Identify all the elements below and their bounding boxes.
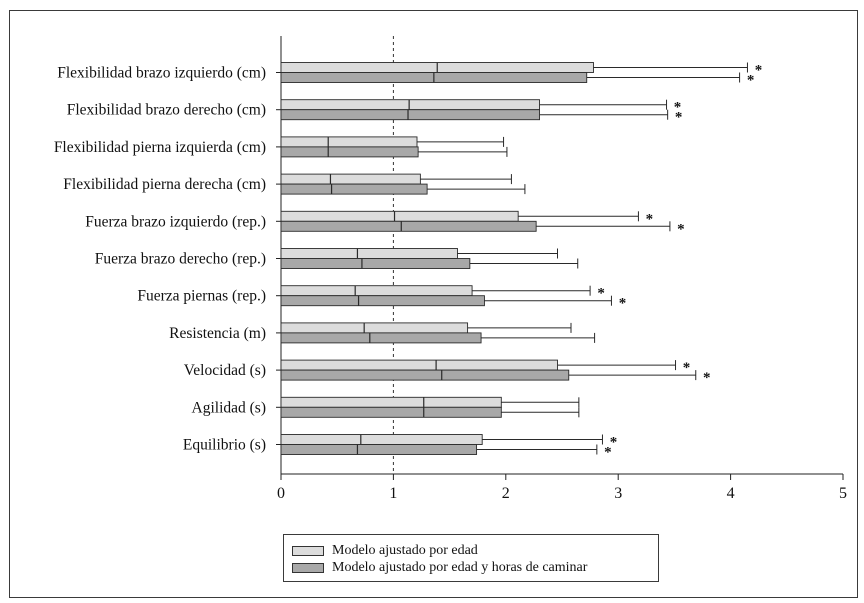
bars: ************ <box>280 62 763 461</box>
category-labels: Flexibilidad brazo izquierdo (cm) Flexibi… <box>54 65 266 454</box>
category-label: Fuerza brazo izquierdo (rep.) <box>85 213 266 230</box>
bar <box>280 248 458 259</box>
x-tick-label: 0 <box>277 485 285 502</box>
category-label: Flexibilidad pierna izquierda (cm) <box>54 139 266 156</box>
bar <box>280 285 473 297</box>
bar <box>280 258 471 269</box>
category-label: Velocidad (s) <box>184 362 266 379</box>
significance-marker: * <box>703 370 711 386</box>
significance-marker: * <box>683 360 691 376</box>
bar <box>280 396 502 408</box>
legend: Modelo ajustado por edad Modelo ajustado… <box>283 534 659 582</box>
category-label: Flexibilidad pierna derecha (cm) <box>63 176 266 193</box>
significance-marker: * <box>747 73 755 89</box>
category-label: Fuerza piernas (rep.) <box>137 288 266 305</box>
legend-label-age: Modelo ajustado por edad <box>332 543 478 558</box>
legend-swatch-age <box>292 546 324 556</box>
bar <box>280 109 540 121</box>
bar <box>280 295 485 307</box>
significance-marker: * <box>675 110 683 126</box>
category-label: Fuerza brazo derecho (rep.) <box>95 251 266 268</box>
bar <box>280 369 570 381</box>
bar <box>280 444 478 455</box>
x-tick-label: 1 <box>389 485 397 502</box>
significance-marker: * <box>646 211 654 227</box>
bar <box>280 406 502 418</box>
category-label: Agilidad (s) <box>192 399 266 416</box>
bar <box>280 136 418 148</box>
significance-marker: * <box>677 221 685 237</box>
bar <box>280 220 537 232</box>
bar <box>280 99 540 111</box>
significance-marker: * <box>597 286 605 302</box>
legend-item-age: Modelo ajustado por edad <box>292 543 478 559</box>
bar <box>280 322 469 334</box>
significance-marker: * <box>674 100 682 116</box>
bar <box>280 210 519 222</box>
legend-item-age-walking: Modelo ajustado por edad y horas de cami… <box>292 560 587 576</box>
bar <box>280 359 558 371</box>
bar <box>280 434 483 445</box>
x-tick-label: 5 <box>839 485 847 502</box>
significance-marker: * <box>755 63 763 79</box>
bar <box>280 173 421 185</box>
bar <box>280 183 428 195</box>
legend-swatch-age-walking <box>292 563 324 573</box>
x-tick-label: 2 <box>502 485 510 502</box>
bar <box>280 146 419 158</box>
significance-marker: * <box>604 445 612 461</box>
bar <box>280 332 482 344</box>
legend-label-age-walking: Modelo ajustado por edad y horas de cami… <box>332 560 588 575</box>
category-label: Equilibrio (s) <box>183 437 266 454</box>
x-tick-label: 4 <box>727 485 735 502</box>
category-label: Flexibilidad brazo izquierdo (cm) <box>57 65 266 82</box>
significance-marker: * <box>610 435 618 451</box>
category-label: Resistencia (m) <box>169 325 266 342</box>
x-tick-label: 3 <box>614 485 622 502</box>
category-label: Flexibilidad brazo derecho (cm) <box>67 102 266 119</box>
significance-marker: * <box>619 296 627 312</box>
